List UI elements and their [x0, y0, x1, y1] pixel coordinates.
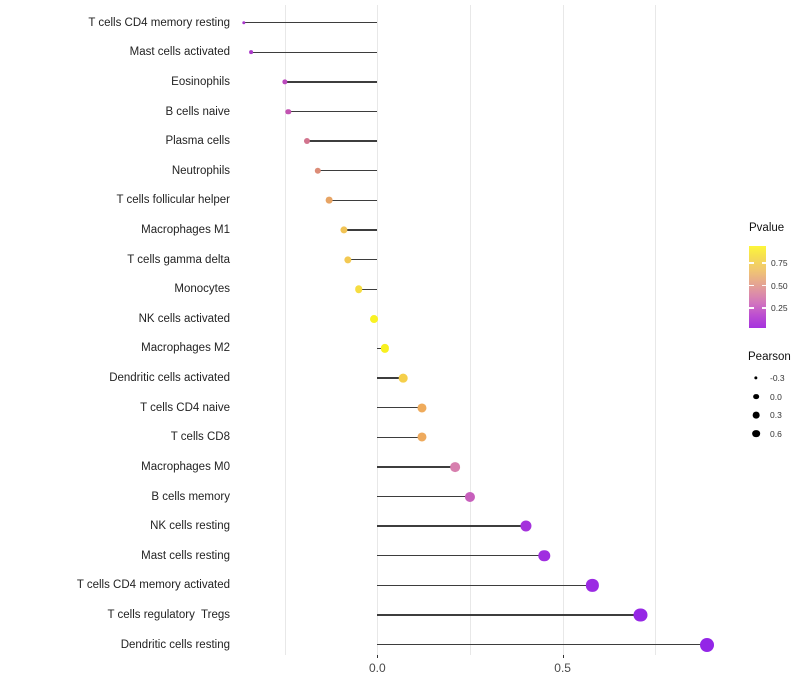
lollipop-dot: [369, 314, 378, 323]
lollipop-dot: [586, 579, 599, 592]
y-axis-label: Macrophages M0: [141, 460, 230, 473]
lollipop-stem: [377, 407, 422, 409]
lollipop-stem: [377, 555, 545, 557]
lollipop-dot: [344, 255, 352, 264]
lollipop-stem: [243, 22, 378, 24]
lollipop-dot: [700, 637, 715, 652]
lollipop-stem: [377, 584, 593, 587]
lollipop-dot: [303, 138, 310, 145]
pearson-legend-title: Pearson: [748, 351, 791, 363]
y-axis-label: B cells naive: [165, 105, 230, 118]
lollipop-dot: [417, 403, 427, 413]
y-axis-label: T cells regulatory Tregs: [107, 609, 230, 622]
y-axis-label: T cells gamma delta: [127, 253, 230, 266]
pvalue-legend-title: Pvalue: [749, 222, 785, 234]
pearson-legend-label: 0.3: [770, 410, 782, 420]
lollipop-stem: [377, 614, 641, 616]
lollipop-stem: [347, 258, 378, 261]
y-axis-label: T cells follicular helper: [116, 194, 230, 207]
lollipop-dot: [325, 197, 333, 204]
lollipop-dot: [281, 79, 288, 85]
pearson-legend-dot: [753, 393, 759, 400]
colorbar-tick-mark: [749, 307, 754, 309]
lollipop-stem: [377, 377, 404, 379]
y-axis-label: Eosinophils: [171, 75, 230, 88]
colorbar-tick-mark: [761, 307, 766, 309]
colorbar-tick-mark: [761, 284, 766, 287]
lollipop-dot: [380, 344, 389, 353]
colorbar-tick-label: 0.25: [771, 303, 788, 313]
pvalue-colorbar: [749, 246, 766, 328]
lollipop-stem: [317, 170, 378, 172]
lollipop-dot: [314, 167, 322, 174]
lollipop-dot: [354, 285, 363, 294]
y-axis-label: NK cells resting: [150, 520, 230, 533]
y-axis-label: Macrophages M1: [141, 224, 230, 237]
colorbar-tick-label: 0.75: [771, 258, 788, 268]
y-axis-label: Dendritic cells activated: [109, 372, 230, 385]
pearson-legend-dot: [754, 376, 758, 380]
x-tick-mark: [562, 655, 564, 658]
colorbar-tick-mark: [749, 284, 754, 287]
y-axis-label: Monocytes: [174, 283, 230, 296]
lollipop-stem: [377, 495, 470, 498]
x-tick-label: 0.0: [368, 661, 386, 675]
lollipop-dot: [450, 462, 461, 472]
gridline-x-0.75: [655, 5, 657, 655]
gridline-x--0.25: [284, 5, 286, 655]
lollipop-stem: [329, 199, 378, 202]
colorbar-tick-label: 0.50: [771, 280, 788, 291]
lollipop-dot: [538, 550, 550, 562]
lollipop-stem: [284, 81, 378, 83]
pearson-legend-dot: [752, 429, 760, 438]
y-axis-label: Neutrophils: [171, 164, 230, 177]
lollipop-dot: [242, 20, 246, 25]
lollipop-dot: [520, 520, 532, 532]
y-axis-label: T cells CD4 memory resting: [88, 16, 230, 29]
y-axis-label: T cells CD8: [170, 431, 230, 444]
pearson-legend-label: 0.6: [770, 428, 782, 439]
lollipop-dot: [417, 432, 427, 442]
lollipop-stem: [343, 229, 378, 231]
y-axis-label: Plasma cells: [165, 135, 230, 148]
lollipop-stem: [306, 140, 378, 142]
lollipop-stem: [251, 51, 378, 53]
y-axis-label: Macrophages M2: [141, 342, 230, 355]
lollipop-dot: [249, 50, 254, 55]
lollipop-dot: [398, 373, 408, 383]
colorbar-tick-mark: [761, 262, 766, 264]
y-axis-label: NK cells activated: [138, 312, 230, 325]
gridline-x-0: [377, 5, 379, 655]
lollipop-stem: [288, 110, 378, 113]
y-axis-label: Dendritic cells resting: [120, 638, 230, 651]
colorbar-tick-mark: [749, 262, 754, 264]
lollipop-dot: [340, 226, 348, 234]
x-tick-mark: [377, 655, 379, 658]
gridline-x-0.25: [469, 5, 471, 655]
lollipop-dot: [633, 608, 647, 622]
pearson-legend-label: -0.3: [770, 373, 785, 383]
y-axis-label: B cells memory: [151, 490, 230, 503]
y-axis-label: T cells CD4 memory activated: [76, 579, 230, 592]
pearson-legend-dot: [752, 411, 760, 419]
pearson-legend-label: 0.0: [770, 391, 782, 402]
lollipop-stem: [377, 436, 422, 439]
gridline-x-0.5: [562, 5, 564, 655]
y-axis-label: Mast cells resting: [141, 549, 230, 562]
lollipop-stem: [358, 288, 378, 290]
lollipop-stem: [377, 643, 708, 646]
lollipop-dot: [285, 108, 292, 115]
x-tick-label: 0.5: [554, 661, 571, 675]
y-axis-label: Mast cells activated: [129, 46, 230, 59]
y-axis-label: T cells CD4 naive: [140, 401, 230, 414]
lollipop-dot: [464, 491, 476, 502]
plot-panel: [237, 5, 718, 655]
lollipop-stem: [377, 525, 526, 527]
lollipop-stem: [377, 466, 456, 468]
